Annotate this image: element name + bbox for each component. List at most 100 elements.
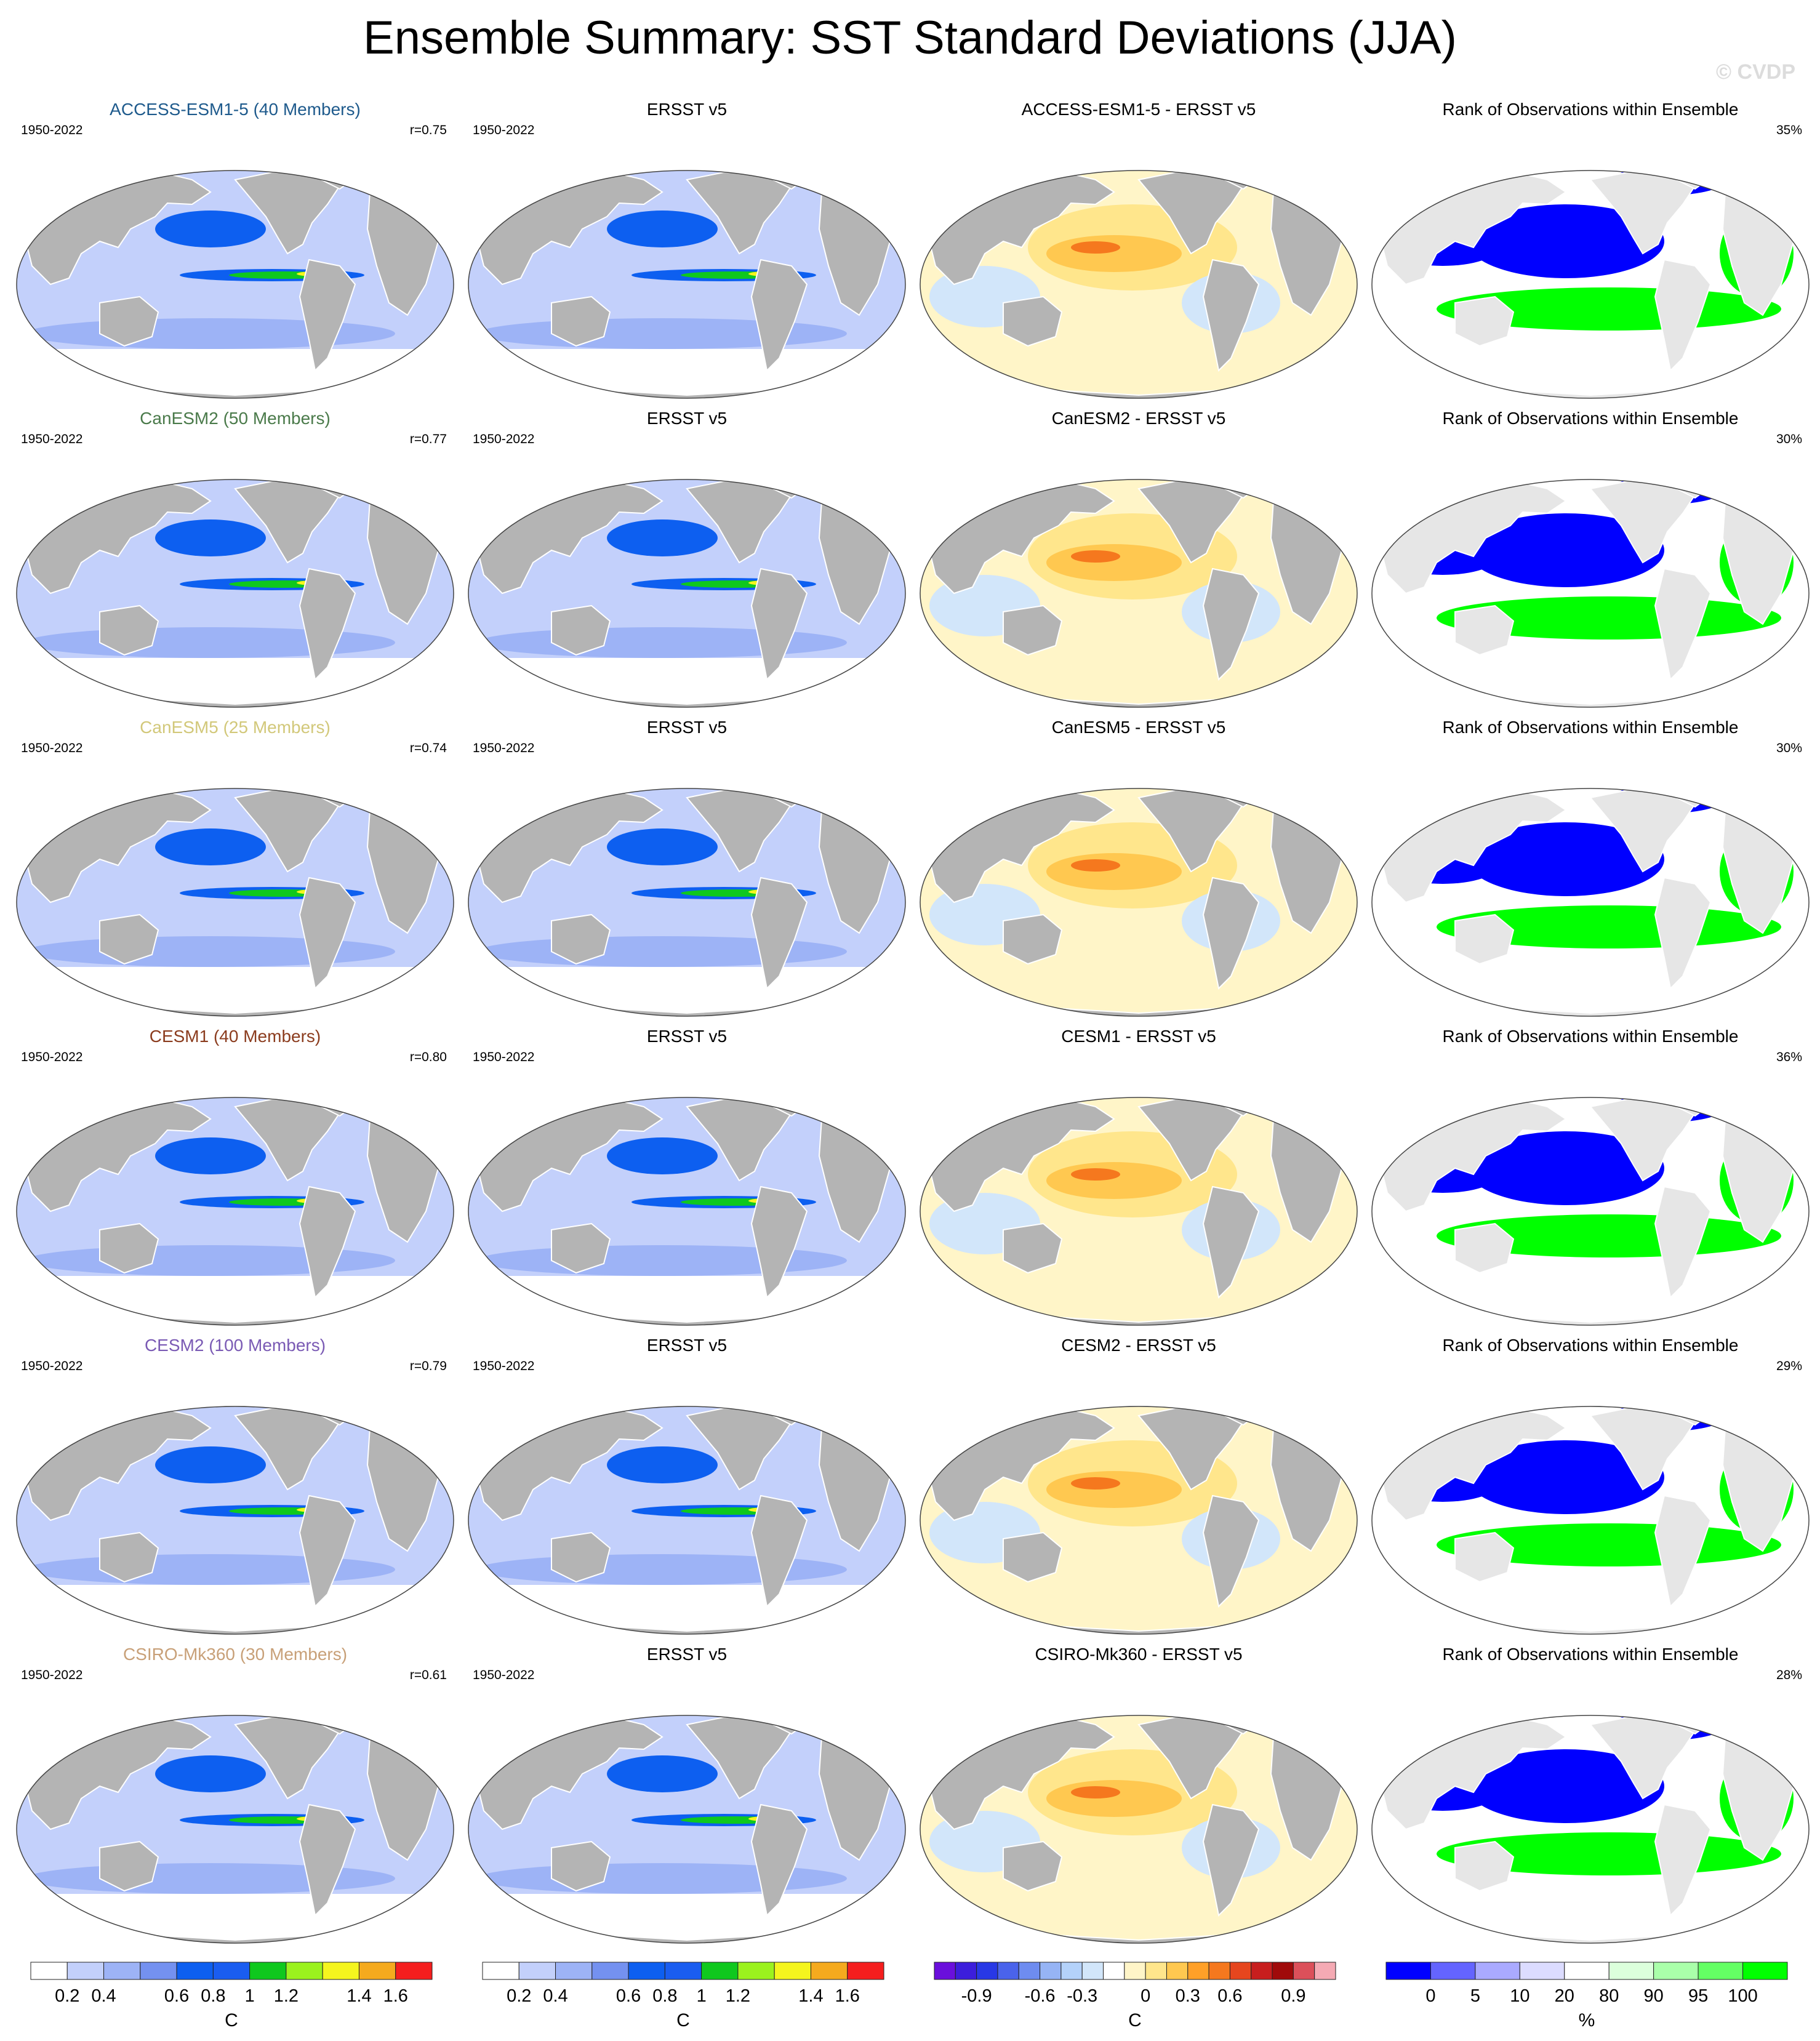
rank-map: [1371, 1097, 1810, 1326]
colorbar-swatch: [934, 1962, 956, 1980]
rank-percent: 28%: [1776, 1668, 1802, 1682]
period-label: 1950-2022: [21, 1050, 83, 1064]
main-title: Ensemble Summary: SST Standard Deviation…: [363, 12, 1457, 64]
obs-panel-title: ERSST v5: [646, 1027, 728, 1046]
diff-panel-title: CanESM2 - ERSST v5: [1051, 409, 1226, 428]
rank-map: [1371, 788, 1810, 1017]
panel-rank-row2: Rank of Observations within Ensemble 30%: [1363, 409, 1818, 716]
period-label: 1950-2022: [21, 1359, 83, 1373]
sd-panel-title: ACCESS-ESM1-5 (40 Members): [110, 100, 361, 119]
colorbar-swatch: [1564, 1962, 1610, 1980]
diff-map: [920, 479, 1358, 708]
pattern-correlation: r=0.75: [409, 123, 447, 137]
colorbar-tick-label: 0.6: [164, 1986, 189, 2006]
diff-panel-title: CanESM5 - ERSST v5: [1051, 718, 1226, 737]
pattern-correlation: r=0.79: [409, 1359, 447, 1373]
panel-obs-row1: ERSST v5 1950-2022: [459, 100, 915, 407]
colorbar-tick-label: 0.3: [1176, 1986, 1200, 2006]
colorbar-swatch: [955, 1962, 977, 1980]
colorbar-swatch: [212, 1962, 251, 1980]
colorbar-4: 0 5 10 20 80 90 95 100%: [1385, 1962, 1788, 2031]
colorbar-1: 0.2 0.4 0.6 0.8 1 1.2 1.4 1.6 C: [30, 1962, 433, 2031]
period-label: 1950-2022: [473, 432, 535, 446]
period-label: 1950-2022: [21, 741, 83, 755]
colorbar-tick-label: 1.4: [347, 1986, 371, 2006]
colorbar-swatch: [1166, 1962, 1189, 1980]
diff-map: [920, 170, 1358, 399]
colorbar-tick-label: 0.9: [1281, 1986, 1305, 2006]
obs-map: [468, 1097, 906, 1326]
diff-map: [920, 1406, 1358, 1635]
colorbar-unit: C: [676, 2010, 690, 2031]
obs-map: [468, 1406, 906, 1635]
colorbar-swatch: [1519, 1962, 1565, 1980]
diff-map: [920, 1715, 1358, 1944]
colorbar-tick-label: 0.2: [507, 1986, 531, 2006]
panel-sd-row4: CESM1 (40 Members) 1950-2022 r=0.80: [7, 1027, 463, 1334]
rank-panel-title: Rank of Observations within Ensemble: [1442, 718, 1739, 737]
diff-map: [920, 788, 1358, 1017]
sd-panel-title: CSIRO-Mk360 (30 Members): [122, 1645, 348, 1664]
rank-map: [1371, 479, 1810, 708]
colorbar-swatch: [774, 1962, 811, 1980]
panel-diff-row6: CSIRO-Mk360 - ERSST v5: [911, 1645, 1366, 1952]
colorbar-swatch: [701, 1962, 739, 1980]
obs-panel-title: ERSST v5: [646, 718, 728, 737]
colorbar-swatch: [1018, 1962, 1041, 1980]
pattern-correlation: r=0.80: [409, 1050, 447, 1064]
colorbar-swatch: [66, 1962, 105, 1980]
colorbar-swatch: [591, 1962, 629, 1980]
colorbar-tick-label: 1: [245, 1986, 255, 2006]
sd-map: [16, 1097, 454, 1326]
colorbar-swatch: [103, 1962, 141, 1980]
colorbar-tick-label: 10: [1510, 1986, 1529, 2006]
panel-sd-row6: CSIRO-Mk360 (30 Members) 1950-2022 r=0.61: [7, 1645, 463, 1952]
rank-percent: 29%: [1776, 1359, 1802, 1373]
colorbar-tick-label: 0.4: [91, 1986, 116, 2006]
colorbar-3: -0.9 -0.6 -0.3 0 0.3 0.6 0.9 C: [934, 1962, 1336, 2031]
panel-obs-row4: ERSST v5 1950-2022: [459, 1027, 915, 1334]
colorbar-swatch: [518, 1962, 556, 1980]
colorbar-2: 0.2 0.4 0.6 0.8 1 1.2 1.4 1.6 C: [482, 1962, 884, 2031]
colorbar-swatch: [1742, 1962, 1788, 1980]
panel-rank-row6: Rank of Observations within Ensemble 28%: [1363, 1645, 1818, 1952]
panel-obs-row2: ERSST v5 1950-2022: [459, 409, 915, 716]
period-label: 1950-2022: [473, 123, 535, 137]
rank-panel-title: Rank of Observations within Ensemble: [1442, 1645, 1739, 1664]
obs-panel-title: ERSST v5: [646, 100, 728, 119]
colorbar-swatch: [555, 1962, 593, 1980]
rank-panel-title: Rank of Observations within Ensemble: [1442, 100, 1739, 119]
colorbar-swatch: [1653, 1962, 1699, 1980]
rank-percent: 30%: [1776, 432, 1802, 446]
colorbar-swatch: [1081, 1962, 1104, 1980]
colorbar-swatch: [30, 1962, 68, 1980]
colorbar-unit: C: [1128, 2010, 1142, 2031]
sd-map: [16, 479, 454, 708]
panel-diff-row4: CESM1 - ERSST v5: [911, 1027, 1366, 1334]
colorbar-tick-label: -0.6: [1025, 1986, 1056, 2006]
panel-sd-row2: CanESM2 (50 Members) 1950-2022 r=0.77: [7, 409, 463, 716]
obs-map: [468, 479, 906, 708]
pattern-correlation: r=0.74: [409, 741, 447, 755]
colorbar-swatch: [1040, 1962, 1062, 1980]
panel-rank-row5: Rank of Observations within Ensemble 29%: [1363, 1336, 1818, 1643]
colorbar-tick-label: 95: [1688, 1986, 1708, 2006]
colorbar-swatch: [1272, 1962, 1294, 1980]
diff-map: [920, 1097, 1358, 1326]
colorbar-unit: C: [225, 2010, 238, 2031]
period-label: 1950-2022: [473, 1668, 535, 1682]
colorbar-swatch: [1698, 1962, 1744, 1980]
colorbar-swatch: [1124, 1962, 1146, 1980]
diff-panel-title: CESM2 - ERSST v5: [1061, 1336, 1216, 1355]
colorbar-swatch: [847, 1962, 884, 1980]
colorbar-swatch: [249, 1962, 287, 1980]
colorbar-swatch: [1251, 1962, 1273, 1980]
rank-percent: 35%: [1776, 123, 1802, 137]
pattern-correlation: r=0.61: [409, 1668, 447, 1682]
rank-percent: 30%: [1776, 741, 1802, 755]
colorbar-tick-label: 20: [1555, 1986, 1574, 2006]
period-label: 1950-2022: [21, 123, 83, 137]
rank-map: [1371, 170, 1810, 399]
colorbar-tick-label: 0.4: [543, 1986, 567, 2006]
obs-map: [468, 788, 906, 1017]
